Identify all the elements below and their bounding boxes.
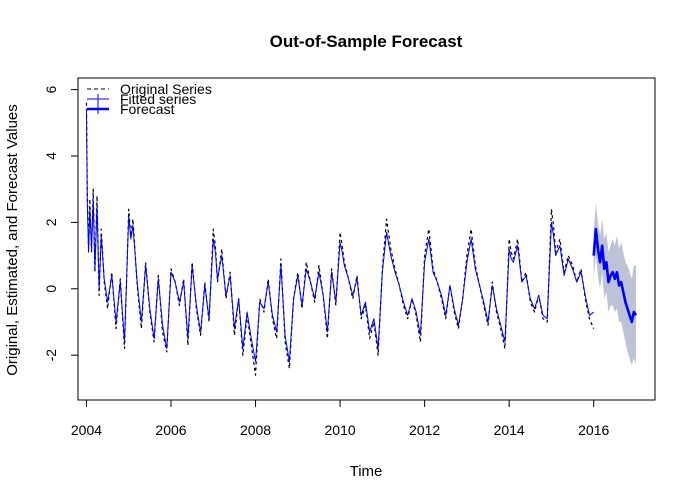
y-tick-label: 4 bbox=[43, 152, 59, 160]
x-tick-label: 2008 bbox=[240, 422, 271, 438]
legend-label-2: Forecast bbox=[120, 101, 175, 117]
y-tick-label: -2 bbox=[43, 349, 59, 362]
y-tick-label: 2 bbox=[43, 218, 59, 226]
y-axis-label: Original, Estimated, and Forecast Values bbox=[4, 104, 21, 376]
x-tick-label: 2012 bbox=[409, 422, 440, 438]
series-line-1 bbox=[85, 109, 595, 363]
x-tick-label: 2006 bbox=[155, 422, 186, 438]
y-axis: -2 0 2 4 6 bbox=[43, 86, 79, 362]
forecast-interval-band bbox=[593, 202, 636, 366]
legend-label-1: Fitted series bbox=[120, 91, 196, 107]
x-axis-label: Time bbox=[350, 463, 383, 480]
x-tick-label: 2004 bbox=[71, 422, 102, 438]
legend-label-0: Original Series bbox=[120, 81, 212, 97]
x-tick-label: 2010 bbox=[325, 422, 356, 438]
y-tick-label: 0 bbox=[43, 285, 59, 293]
y-tick-label: 6 bbox=[43, 86, 59, 94]
series-line-0 bbox=[85, 102, 595, 376]
series-2 bbox=[592, 227, 638, 324]
x-tick-label: 2014 bbox=[494, 422, 525, 438]
series-0 bbox=[85, 102, 595, 376]
plot-frame bbox=[77, 77, 656, 401]
x-axis: 2004 2006 2008 2010 2012 2014 2016 bbox=[71, 399, 609, 438]
chart-title: Out-of-Sample Forecast bbox=[270, 32, 463, 51]
forecast-band-layer bbox=[593, 202, 636, 366]
x-tick-label: 2016 bbox=[578, 422, 609, 438]
series-layer bbox=[85, 102, 638, 376]
series-1 bbox=[85, 109, 595, 363]
